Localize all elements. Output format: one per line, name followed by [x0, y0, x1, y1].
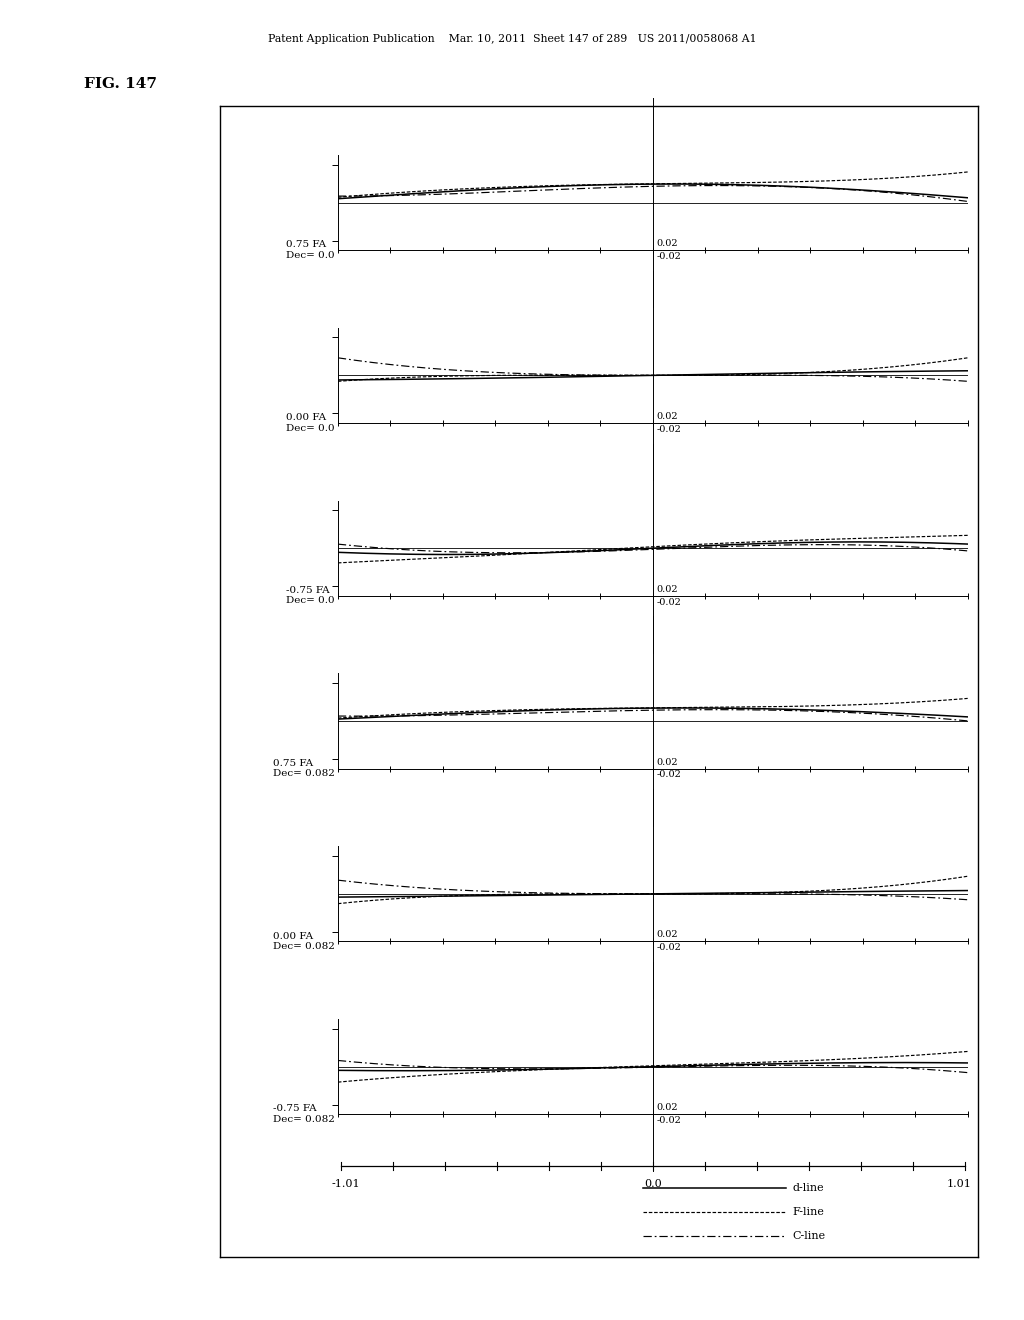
- Text: -0.02: -0.02: [656, 944, 681, 952]
- Text: d-line: d-line: [793, 1183, 823, 1193]
- Text: 1.01: 1.01: [947, 1180, 972, 1189]
- Text: 0.00 FA
Dec= 0.0: 0.00 FA Dec= 0.0: [286, 413, 335, 433]
- Text: 0.02: 0.02: [656, 758, 678, 767]
- Text: 0.02: 0.02: [656, 1104, 678, 1113]
- Text: -0.75 FA
Dec= 0.082: -0.75 FA Dec= 0.082: [273, 1105, 335, 1123]
- Text: 0.00 FA
Dec= 0.082: 0.00 FA Dec= 0.082: [273, 932, 335, 950]
- Text: 0.0: 0.0: [644, 1180, 662, 1189]
- Text: -0.02: -0.02: [656, 1117, 681, 1125]
- Text: FIG. 147: FIG. 147: [84, 77, 157, 91]
- Text: 0.02: 0.02: [656, 412, 678, 421]
- Text: 0.02: 0.02: [656, 585, 678, 594]
- Text: -0.02: -0.02: [656, 425, 681, 434]
- Text: -0.02: -0.02: [656, 252, 681, 261]
- Text: 0.75 FA
Dec= 0.0: 0.75 FA Dec= 0.0: [286, 240, 335, 260]
- Text: F-line: F-line: [793, 1206, 824, 1217]
- Text: -0.02: -0.02: [656, 771, 681, 779]
- Text: Patent Application Publication    Mar. 10, 2011  Sheet 147 of 289   US 2011/0058: Patent Application Publication Mar. 10, …: [267, 34, 757, 45]
- Text: 0.02: 0.02: [656, 931, 678, 940]
- Text: 0.02: 0.02: [656, 239, 678, 248]
- Text: -0.75 FA
Dec= 0.0: -0.75 FA Dec= 0.0: [286, 586, 335, 606]
- Text: -0.02: -0.02: [656, 598, 681, 607]
- Text: -1.01: -1.01: [332, 1180, 360, 1189]
- Text: C-line: C-line: [793, 1230, 825, 1241]
- Text: 0.75 FA
Dec= 0.082: 0.75 FA Dec= 0.082: [273, 759, 335, 779]
